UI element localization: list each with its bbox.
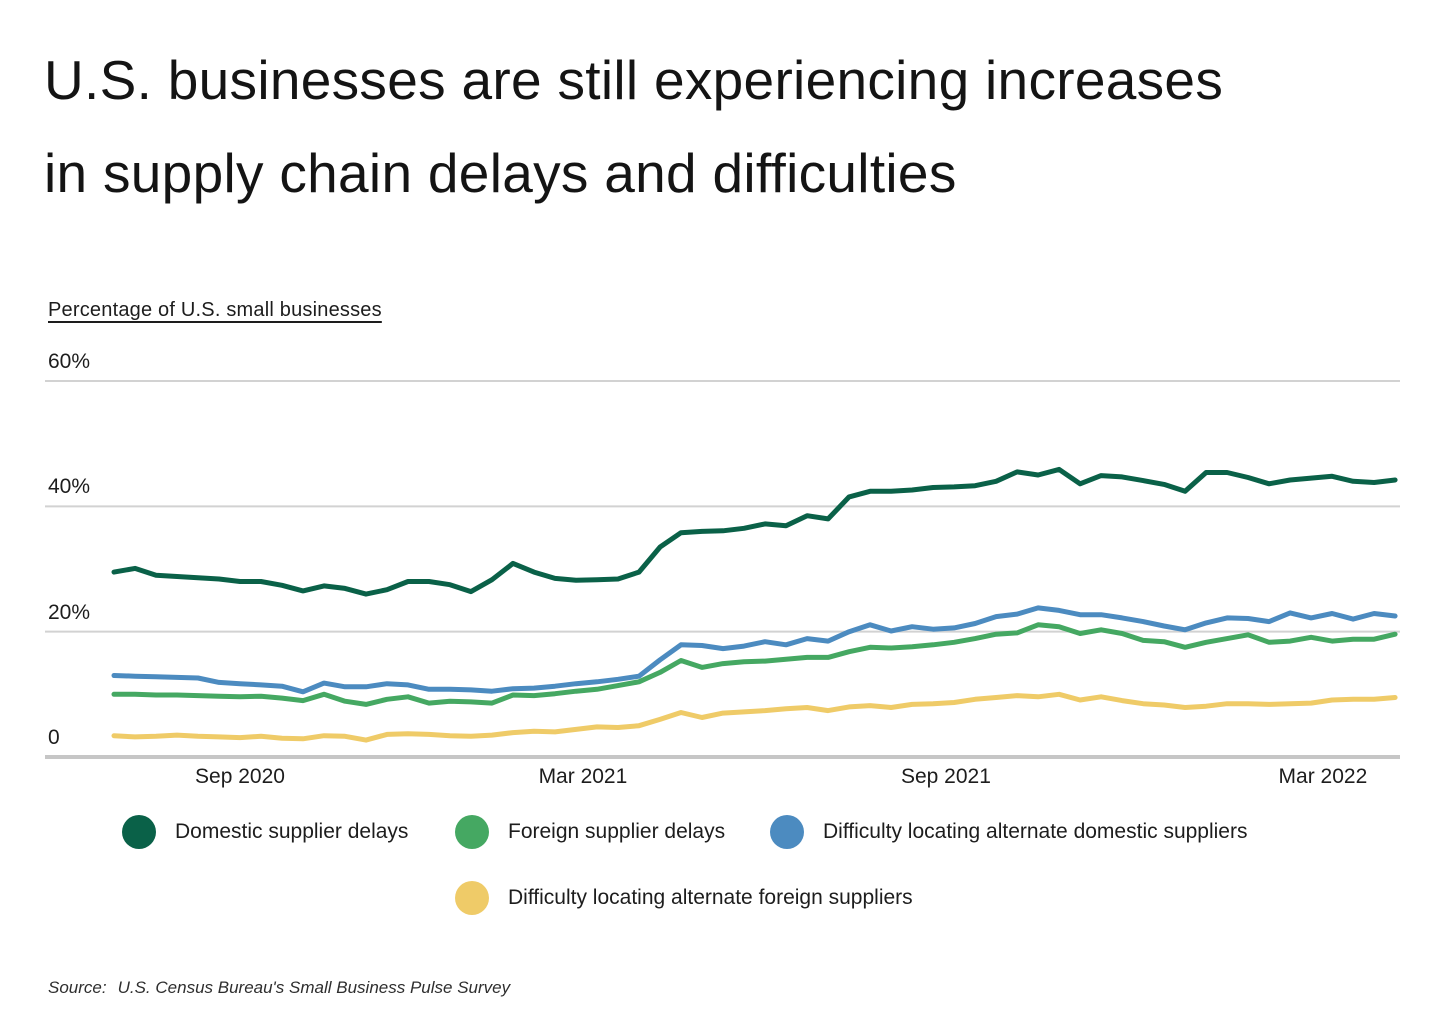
legend-label: Foreign supplier delays xyxy=(508,820,726,843)
legend-item-0: Domestic supplier delays xyxy=(122,815,408,849)
page-title: U.S. businesses are still experiencing i… xyxy=(44,34,1223,220)
plot-area: 60% 40% 20% 0 Sep 2020 Mar 2021 Sep 2021 Mar 2… xyxy=(45,350,1400,788)
source-note: Source: U.S. Census Bureau's Small Busine… xyxy=(48,978,510,998)
source-label: Source: xyxy=(48,978,107,997)
x-tick-label: Sep 2020 xyxy=(195,765,285,788)
legend-item-3: Difficulty locating alternate foreign su… xyxy=(455,881,913,915)
series-line-1 xyxy=(111,622,1398,707)
line-chart-svg xyxy=(45,380,1400,759)
y-axis-title: Percentage of U.S. small businesses xyxy=(48,299,382,321)
page-title-line-1: U.S. businesses are still experiencing i… xyxy=(44,49,1224,111)
legend-label: Difficulty locating alternate domestic s… xyxy=(823,820,1248,843)
y-tick-label: 40% xyxy=(48,475,91,499)
y-tick-label: 20% xyxy=(48,600,91,624)
series-line-0 xyxy=(111,466,1398,597)
y-tick-label: 0 xyxy=(48,726,60,749)
x-tick-label: Sep 2021 xyxy=(900,765,991,788)
x-tick-label: Mar 2022 xyxy=(1278,765,1368,788)
legend-dot-icon xyxy=(455,815,489,849)
legend-dot-icon xyxy=(770,815,804,849)
legend-item-2: Difficulty locating alternate domestic s… xyxy=(770,815,1247,849)
legend-label: Difficulty locating alternate foreign su… xyxy=(508,886,913,909)
x-tick-label: Mar 2021 xyxy=(538,765,628,788)
legend-dot-icon xyxy=(455,881,489,915)
series-line-3 xyxy=(111,691,1398,743)
y-tick-label: 60% xyxy=(48,350,91,373)
legend-item-1: Foreign supplier delays xyxy=(455,815,725,849)
series-line-2 xyxy=(111,605,1398,695)
page-title-line-2: in supply chain delays and difficulties xyxy=(44,142,957,204)
legend-label: Domestic supplier delays xyxy=(175,820,409,843)
source-text: U.S. Census Bureau's Small Business Puls… xyxy=(117,978,511,997)
legend-dot-icon xyxy=(122,815,156,849)
